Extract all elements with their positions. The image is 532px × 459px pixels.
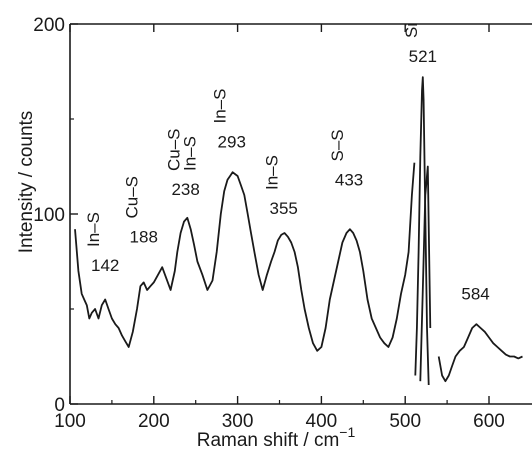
peak-value-label: 521 [409, 47, 437, 66]
peak-assignment-label: In–S [211, 89, 230, 124]
spectrum-series-3 [419, 165, 432, 382]
y-tick-label: 100 [33, 205, 65, 226]
peak-value-label: 584 [461, 285, 489, 304]
x-tick-label: 400 [306, 411, 338, 432]
y-tick-label: 0 [54, 395, 65, 416]
peak-value-label: 238 [171, 180, 199, 199]
peak-assignment-label: In–S [84, 212, 103, 247]
x-tick-label: 500 [389, 411, 421, 432]
peak-assignment-label: Cu–S [123, 176, 142, 219]
peak-assignment-label-2: In–S [181, 136, 200, 171]
x-tick-label: 200 [138, 411, 170, 432]
spectrum-series-1 [74, 162, 416, 352]
peak-value-label: 293 [218, 133, 246, 152]
plot-area [74, 76, 523, 386]
x-tick-label: 600 [473, 411, 505, 432]
x-tick-label: 300 [222, 411, 254, 432]
peak-assignment-label: S–S [328, 129, 347, 161]
peak-assignment-label: In–S [263, 155, 282, 190]
spectrum-series-2 [414, 76, 430, 386]
y-tick-label: 200 [33, 15, 65, 36]
spectrum-series-4 [437, 323, 523, 383]
peak-assignment-label: Cu–S [165, 128, 184, 171]
peak-value-label: 142 [91, 256, 119, 275]
peak-value-label: 355 [270, 199, 298, 218]
x-axis-title: Raman shift / cm−1 [197, 424, 356, 451]
x-tick-label: 100 [54, 411, 86, 432]
y-axis-title: Intensity / counts [16, 111, 37, 254]
peak-value-label: 433 [335, 171, 363, 190]
peak-assignment-label: Si [402, 23, 421, 38]
x-axis-title-superscript: −1 [339, 424, 355, 440]
x-axis-title-text: Raman shift / cm [197, 430, 340, 451]
peak-value-label: 188 [130, 228, 158, 247]
